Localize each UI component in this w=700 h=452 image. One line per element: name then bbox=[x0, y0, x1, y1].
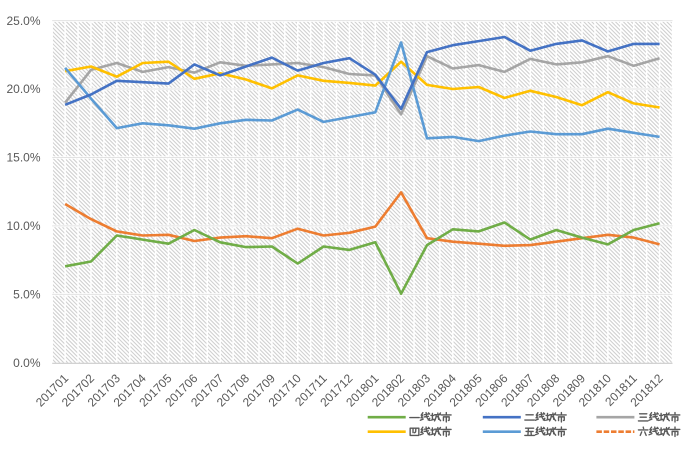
svg-text:10.0%: 10.0% bbox=[6, 219, 40, 233]
svg-text:25.0%: 25.0% bbox=[6, 14, 40, 28]
svg-text:20.0%: 20.0% bbox=[6, 82, 40, 96]
svg-text:15.0%: 15.0% bbox=[6, 151, 40, 165]
svg-text:5.0%: 5.0% bbox=[13, 288, 41, 302]
svg-text:0.0%: 0.0% bbox=[13, 356, 41, 370]
